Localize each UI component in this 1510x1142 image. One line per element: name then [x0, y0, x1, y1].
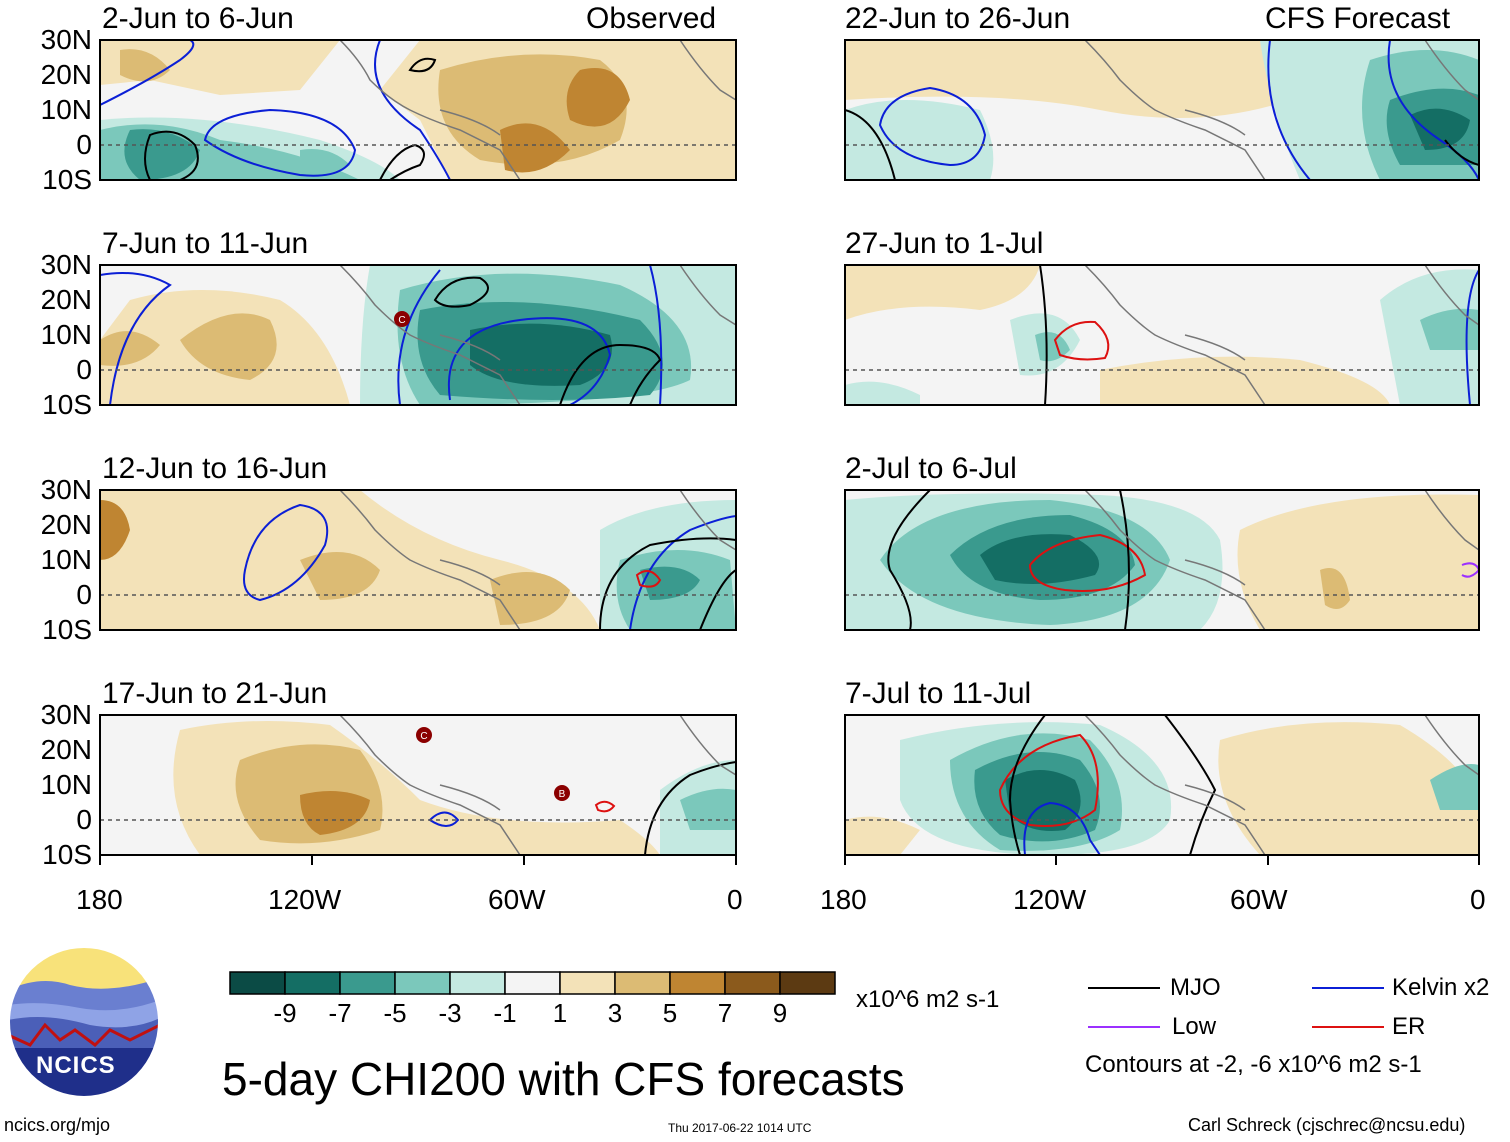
- colorbar-swatch: [339, 971, 396, 995]
- panel-r1-title: 22-Jun to 26-Jun: [845, 2, 1071, 35]
- lat-label: 0: [76, 804, 92, 835]
- legend-low-label: Low: [1172, 1013, 1217, 1040]
- colorbar-swatch: [449, 971, 506, 995]
- lat-label: 20N: [40, 734, 92, 765]
- panel-l1-frame: [99, 39, 737, 181]
- storm-marker: B: [554, 785, 570, 801]
- storm-markers: C C B: [394, 311, 570, 801]
- lat-label: 10N: [40, 544, 92, 575]
- panel-r3-frame: [844, 489, 1480, 631]
- panel-r4: [845, 715, 1479, 855]
- panel-r4-title: 7-Jul to 11-Jul: [845, 677, 1032, 710]
- lat-label: 10S: [42, 164, 92, 195]
- lat-label: 20N: [40, 509, 92, 540]
- lat-label: 10S: [42, 839, 92, 870]
- lon-label: 180: [820, 884, 867, 915]
- panel-l2-title: 7-Jun to 11-Jun: [102, 227, 309, 260]
- panel-l2: [100, 265, 736, 405]
- lon-label: 60W: [488, 884, 546, 915]
- lat-label: 0: [76, 579, 92, 610]
- lat-label: 30N: [40, 474, 92, 505]
- colorbar: [229, 971, 836, 995]
- lat-label: 30N: [40, 249, 92, 280]
- colorbar-swatch: [614, 971, 671, 995]
- colorbar-tick-label: 5: [662, 998, 678, 1028]
- lat-label: 30N: [40, 24, 92, 55]
- panel-l4-title: 17-Jun to 21-Jun: [102, 677, 328, 710]
- panel-r2-title: 27-Jun to 1-Jul: [845, 227, 1044, 260]
- colorbar-tick-label: -7: [328, 998, 352, 1028]
- legend-kelvin-label: Kelvin x2: [1392, 974, 1490, 1001]
- colorbar-swatch: [669, 971, 726, 995]
- svg-text:B: B: [559, 789, 566, 800]
- legend-lines: [1088, 987, 1384, 1028]
- colorbar-swatch: [779, 971, 836, 995]
- lat-label: 10N: [40, 319, 92, 350]
- colorbar-swatch: [504, 971, 561, 995]
- colorbar-tick-label: 3: [607, 998, 623, 1028]
- storm-marker: C: [416, 727, 432, 743]
- panel-r2: [845, 265, 1479, 405]
- colorbar-swatch: [559, 971, 616, 995]
- lon-label: 0: [1470, 884, 1486, 915]
- lon-label: 120W: [1013, 884, 1087, 915]
- panel-r2-frame: [844, 264, 1480, 406]
- lon-label: 0: [727, 884, 743, 915]
- lat-label: 20N: [40, 284, 92, 315]
- svg-text:C: C: [398, 315, 405, 326]
- panel-l1-title: 2-Jun to 6-Jun: [102, 2, 294, 35]
- lon-label: 120W: [268, 884, 342, 915]
- colorbar-units: x10^6 m2 s-1: [856, 986, 1000, 1013]
- colorbar-tick-label: 1: [552, 998, 568, 1028]
- panel-l2-frame: [99, 264, 737, 406]
- panel-l3-frame: [99, 489, 737, 631]
- panel-r3-title: 2-Jul to 6-Jul: [845, 452, 1017, 485]
- legend-er-label: ER: [1392, 1013, 1426, 1040]
- lat-label: 0: [76, 129, 92, 160]
- colorbar-swatch: [284, 971, 341, 995]
- lat-label: 10N: [40, 94, 92, 125]
- lat-label: 10S: [42, 614, 92, 645]
- svg-text:C: C: [420, 731, 427, 742]
- colorbar-tick-label: 9: [772, 998, 788, 1028]
- panel-l4-frame: [99, 714, 737, 856]
- colorbar-tick-label: -5: [383, 998, 407, 1028]
- panel-l3-title: 12-Jun to 16-Jun: [102, 452, 328, 485]
- figure-title: 5-day CHI200 with CFS forecasts: [222, 1053, 905, 1105]
- legend-mjo-label: MJO: [1170, 974, 1221, 1001]
- lat-label: 0: [76, 354, 92, 385]
- colorbar-swatch: [724, 971, 781, 995]
- axis-ticks: [99, 855, 1480, 865]
- colorbar-swatch: [229, 971, 286, 995]
- lat-label: 10N: [40, 769, 92, 800]
- storm-marker: C: [394, 311, 410, 327]
- footer-url[interactable]: ncics.org/mjo: [4, 1115, 111, 1135]
- lat-label: 10S: [42, 389, 92, 420]
- panel-l3: [100, 490, 736, 630]
- panel-r4-frame: [844, 714, 1480, 856]
- panel-r1-tag: CFS Forecast: [1265, 2, 1451, 35]
- legend-contour-note: Contours at -2, -6 x10^6 m2 s-1: [1085, 1051, 1422, 1078]
- panel-r3: [845, 490, 1479, 630]
- lon-label: 60W: [1230, 884, 1288, 915]
- colorbar-tick-label: -3: [438, 998, 462, 1028]
- colorbar-swatch: [394, 971, 451, 995]
- colorbar-tick-label: -1: [493, 998, 517, 1028]
- panel-r1-frame: [844, 39, 1480, 181]
- ncics-logo-text: NCICS: [36, 1052, 116, 1079]
- panel-l1-tag: Observed: [586, 2, 717, 35]
- footer-author[interactable]: Carl Schreck (cjschrec@ncsu.edu): [1188, 1115, 1466, 1135]
- colorbar-tick-label: -9: [273, 998, 297, 1028]
- panel-r1: [845, 40, 1479, 180]
- lon-label: 180: [76, 884, 123, 915]
- ncics-logo: [8, 946, 160, 1098]
- lat-label: 30N: [40, 699, 92, 730]
- colorbar-tick-label: 7: [717, 998, 733, 1028]
- panel-l1: [100, 40, 736, 180]
- lat-label: 20N: [40, 59, 92, 90]
- footer-timestamp: Thu 2017-06-22 1014 UTC: [668, 1121, 812, 1135]
